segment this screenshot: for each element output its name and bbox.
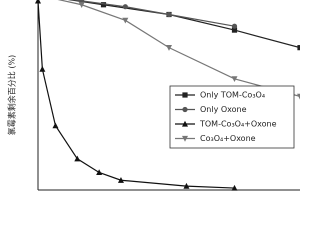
data-point xyxy=(117,177,124,183)
legend-box xyxy=(169,85,295,149)
data-point xyxy=(100,2,107,8)
data-point xyxy=(183,182,190,189)
data-point xyxy=(52,122,59,129)
data-point xyxy=(39,65,46,72)
series-line xyxy=(37,0,235,189)
data-point xyxy=(231,184,238,191)
legend-label: Only Oxone xyxy=(200,105,247,114)
data-point xyxy=(35,0,41,4)
legend-marker xyxy=(182,120,188,127)
legend-label: Only TOM-Co₃O₄ xyxy=(200,91,265,100)
data-point xyxy=(122,17,129,24)
data-point xyxy=(297,45,300,51)
series-line xyxy=(57,0,300,97)
data-point xyxy=(74,155,81,162)
data-point xyxy=(231,23,238,29)
data-point xyxy=(78,2,85,8)
chart: 氯霉素剩余百分比 (%) Only TOM-Co₃O₄ Only Oxone TOM… xyxy=(6,0,300,191)
y-axis-label: 氯霉素剩余百分比 (%) xyxy=(7,55,17,135)
data-point xyxy=(122,4,128,10)
data-point xyxy=(231,27,238,33)
data-point xyxy=(166,45,172,51)
legend-label: TOM-Co₃O₄+Oxone xyxy=(199,120,277,129)
data-point xyxy=(297,93,300,100)
legend-marker xyxy=(182,92,188,98)
data-point xyxy=(96,169,103,176)
legend-marker xyxy=(182,135,188,142)
legend-marker xyxy=(182,106,188,113)
legend-label: Co₃O₄+Oxone xyxy=(200,134,256,143)
data-point xyxy=(231,76,238,83)
data-point xyxy=(166,11,172,18)
